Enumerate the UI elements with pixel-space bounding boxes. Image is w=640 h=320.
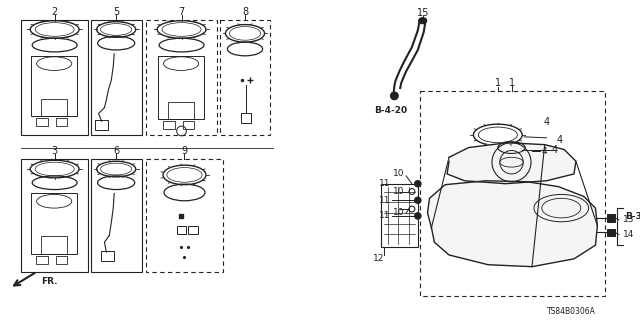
Bar [607, 214, 615, 222]
Bar [381, 184, 418, 247]
Text: 10: 10 [392, 169, 404, 179]
Text: FR.: FR. [41, 277, 58, 286]
Text: TS84B0306A: TS84B0306A [547, 307, 595, 316]
Bar [177, 226, 186, 235]
Text: 4: 4 [543, 117, 550, 127]
Text: B-3: B-3 [625, 212, 640, 221]
Bar [163, 121, 175, 129]
Text: 5: 5 [113, 7, 119, 17]
Text: 3: 3 [52, 147, 58, 156]
Bar [56, 118, 67, 126]
Polygon shape [428, 181, 597, 267]
Text: 1: 1 [495, 78, 501, 88]
Bar [41, 99, 67, 116]
Bar [56, 256, 67, 264]
Bar [41, 236, 67, 254]
Polygon shape [447, 143, 576, 184]
Text: 13: 13 [623, 215, 634, 224]
Text: 7: 7 [179, 7, 185, 17]
Text: 2: 2 [52, 7, 58, 17]
Text: 11: 11 [379, 179, 390, 188]
Bar [22, 159, 88, 272]
Bar [36, 118, 48, 126]
Bar [158, 56, 204, 119]
Circle shape [414, 180, 421, 187]
Text: 14: 14 [623, 230, 634, 239]
Text: 15: 15 [417, 8, 429, 18]
Bar [22, 20, 88, 135]
Text: 1: 1 [509, 78, 516, 88]
Text: 10: 10 [392, 208, 404, 218]
Text: 4: 4 [541, 147, 547, 156]
Bar [168, 102, 195, 119]
Text: B-4-20: B-4-20 [374, 106, 407, 115]
Bar [100, 251, 114, 261]
Bar [220, 20, 270, 135]
Bar [95, 120, 108, 130]
Bar [420, 91, 605, 296]
Text: 12: 12 [373, 254, 385, 263]
Bar [188, 226, 198, 235]
Bar [31, 56, 77, 116]
Text: 9: 9 [181, 147, 188, 156]
Bar [147, 20, 217, 135]
Text: 4: 4 [552, 145, 557, 155]
Bar [36, 256, 48, 264]
Circle shape [414, 197, 421, 204]
Text: 11: 11 [379, 196, 390, 205]
Text: 10: 10 [392, 187, 404, 196]
Bar [607, 228, 615, 236]
Bar [91, 20, 141, 135]
Text: 4: 4 [556, 135, 563, 145]
Bar [182, 121, 195, 129]
Bar [91, 159, 141, 272]
Ellipse shape [419, 18, 427, 24]
Text: 6: 6 [113, 147, 119, 156]
Circle shape [414, 212, 421, 219]
Circle shape [390, 92, 398, 100]
Text: 8: 8 [242, 7, 248, 17]
Text: 11: 11 [379, 212, 390, 220]
Bar [241, 113, 251, 123]
Bar [147, 159, 223, 272]
Bar [31, 194, 77, 254]
